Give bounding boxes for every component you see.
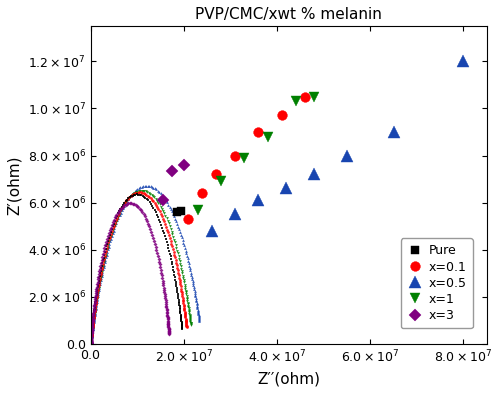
x=0.1 xyxy=(256,130,262,134)
Y-axis label: Z′(ohm): Z′(ohm) xyxy=(7,155,22,215)
x=1 xyxy=(218,179,224,184)
x=0.5 xyxy=(390,130,396,134)
x=1 xyxy=(195,208,201,212)
x=0.5 xyxy=(344,153,350,158)
Legend: Pure, x=0.1, x=0.5, x=1, x=3: Pure, x=0.1, x=0.5, x=1, x=3 xyxy=(401,238,472,328)
x=0.5 xyxy=(284,186,290,191)
Pure xyxy=(178,209,184,213)
Line: x=3: x=3 xyxy=(158,161,188,204)
x=0.1 xyxy=(302,94,308,99)
x=0.1 xyxy=(278,113,284,118)
x=1 xyxy=(242,156,248,160)
x=3 xyxy=(181,163,187,167)
x=1 xyxy=(312,94,318,99)
x=0.1 xyxy=(186,217,192,222)
x=1 xyxy=(292,99,298,104)
Line: x=0.5: x=0.5 xyxy=(206,56,469,237)
x=3 xyxy=(169,169,175,173)
x=0.1 xyxy=(232,153,238,158)
x=0.5 xyxy=(232,212,238,217)
Line: x=1: x=1 xyxy=(193,92,319,215)
X-axis label: Z′′(ohm): Z′′(ohm) xyxy=(257,371,320,386)
x=3 xyxy=(160,198,166,203)
x=0.5 xyxy=(209,229,215,233)
x=0.5 xyxy=(312,172,318,177)
x=0.5 xyxy=(256,198,262,203)
x=1 xyxy=(264,134,270,139)
x=0.5 xyxy=(460,59,466,64)
Line: Pure: Pure xyxy=(172,207,186,216)
x=0.1 xyxy=(214,172,220,177)
Title: PVP/CMC/xwt % melanin: PVP/CMC/xwt % melanin xyxy=(196,7,382,22)
x=0.1 xyxy=(200,191,205,196)
Pure xyxy=(174,210,180,215)
Line: x=0.1: x=0.1 xyxy=(184,92,310,224)
